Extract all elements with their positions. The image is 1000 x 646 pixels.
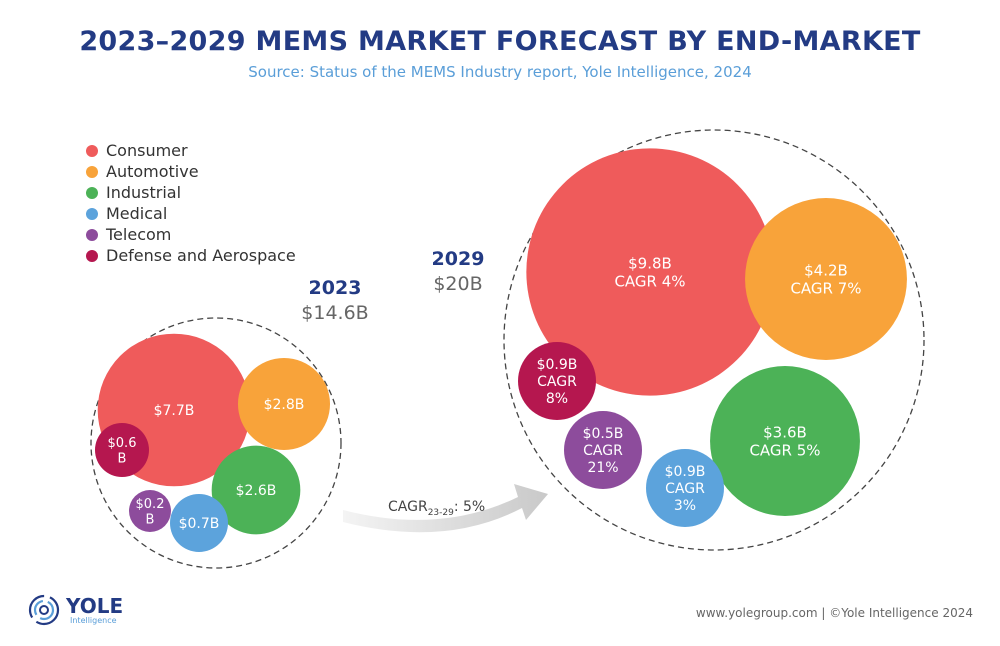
bubble-2023-automotive xyxy=(237,357,331,451)
legend-item-telecom: Telecom xyxy=(86,224,296,245)
legend-swatch xyxy=(86,165,98,178)
total-label-2023: $14.6B xyxy=(301,302,368,324)
logo-name: YOLE xyxy=(66,593,124,618)
bubble-2023-industrial xyxy=(211,445,301,535)
total-label-2029: $20B xyxy=(433,273,482,295)
bubble-label-2029-defense-and-aerospace: $0.9B CAGR 8% xyxy=(537,357,578,407)
legend-item-consumer: Consumer xyxy=(86,140,296,161)
legend-label: Industrial xyxy=(106,183,182,202)
group-boundary-2029 xyxy=(503,129,925,551)
legend-item-industrial: Industrial xyxy=(86,182,296,203)
bubble-label-2029-industrial: $3.6B CAGR 5% xyxy=(749,423,820,459)
legend-swatch xyxy=(86,207,98,220)
bubble-2029-defense-and-aerospace xyxy=(518,342,596,420)
legend-item-automotive: Automotive xyxy=(86,161,296,182)
bubble-label-2023-defense-and-aerospace: $0.6 B xyxy=(108,436,137,467)
legend-label: Automotive xyxy=(106,162,199,181)
yole-logo-icon xyxy=(28,594,60,626)
group-boundary-2023 xyxy=(90,317,342,569)
chart-title: 2023–2029 MEMS MARKET FORECAST BY END-MA… xyxy=(79,26,921,57)
bubble-2029-consumer xyxy=(526,148,774,396)
legend-label: Telecom xyxy=(106,225,172,244)
logo-sub: Intelligence xyxy=(70,615,117,625)
bubble-2029-automotive xyxy=(745,198,907,360)
legend-swatch xyxy=(86,249,98,262)
yole-logo: YOLE Intelligence xyxy=(28,594,123,626)
bubble-label-2023-telecom: $0.2 B xyxy=(136,497,165,528)
bubble-label-2029-consumer: $9.8B CAGR 4% xyxy=(614,254,685,290)
cagr-overall-label: CAGR23-29: 5% xyxy=(388,499,485,518)
bubble-2023-telecom xyxy=(129,490,171,532)
bubble-label-2023-consumer: $7.7B xyxy=(154,403,195,419)
bubble-label-2023-medical: $0.7B xyxy=(179,516,220,532)
legend-label: Medical xyxy=(106,204,168,223)
legend-swatch xyxy=(86,186,98,199)
bubble-2029-telecom xyxy=(564,411,642,489)
bubble-label-2023-automotive: $2.8B xyxy=(264,397,305,413)
year-label-2023: 2023 xyxy=(309,277,362,299)
growth-arrow xyxy=(343,484,548,533)
legend-item-defense-and-aerospace: Defense and Aerospace xyxy=(86,245,296,266)
footer-url: www.yolegroup.com | ©Yole Intelligence 2… xyxy=(695,606,973,620)
legend-label: Defense and Aerospace xyxy=(106,246,296,265)
bubble-2023-defense-and-aerospace xyxy=(95,423,149,477)
bubble-label-2029-medical: $0.9B CAGR 3% xyxy=(665,464,706,514)
legend-item-medical: Medical xyxy=(86,203,296,224)
bubble-2029-industrial xyxy=(710,366,860,516)
legend-swatch xyxy=(86,144,98,157)
legend: Consumer Automotive Industrial Medical Telec… xyxy=(86,140,296,266)
legend-swatch xyxy=(86,228,98,241)
bubble-label-2029-telecom: $0.5B CAGR 21% xyxy=(583,426,624,476)
bubble-2023-medical xyxy=(170,494,228,552)
year-label-2029: 2029 xyxy=(432,248,485,270)
legend-label: Consumer xyxy=(106,141,188,160)
bubble-label-2029-automotive: $4.2B CAGR 7% xyxy=(790,261,861,297)
chart-subtitle: Source: Status of the MEMS Industry repo… xyxy=(248,63,752,81)
bubble-label-2023-industrial: $2.6B xyxy=(236,483,277,499)
bubble-2029-medical xyxy=(646,449,724,527)
